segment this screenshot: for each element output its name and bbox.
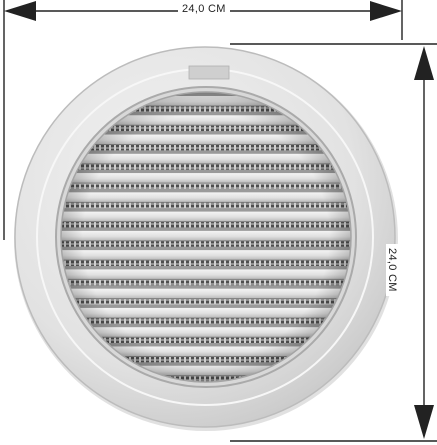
vent-grille: [14, 46, 398, 431]
height-dimension: [230, 43, 437, 442]
width-label: 24,0 CM: [178, 3, 230, 15]
height-label: 24,0 CM: [386, 244, 398, 296]
brand-stamp: [188, 65, 230, 80]
